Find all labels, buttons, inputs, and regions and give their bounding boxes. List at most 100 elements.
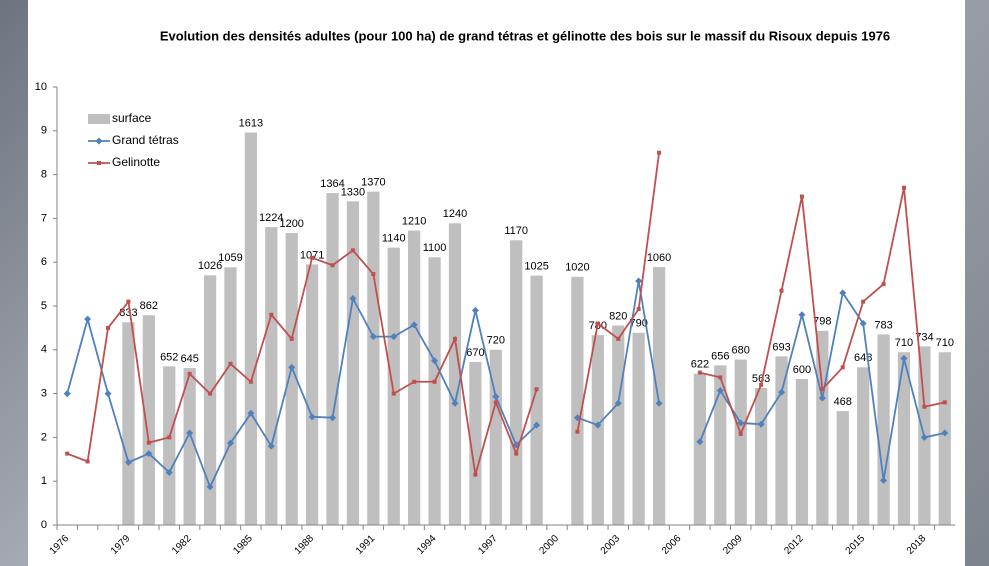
marker (330, 263, 335, 268)
marker (124, 458, 132, 466)
bar-value-label: 468 (834, 396, 852, 408)
marker (616, 336, 621, 341)
marker (471, 306, 479, 314)
bar-value-label: 862 (140, 300, 158, 312)
marker (655, 399, 663, 407)
marker (716, 387, 724, 395)
bar (142, 315, 155, 525)
marker (799, 194, 804, 199)
bar-value-label: 1200 (279, 218, 303, 230)
legend-marker (95, 137, 103, 145)
marker (226, 439, 234, 447)
bar-value-label: 820 (609, 310, 627, 322)
marker (595, 321, 600, 326)
marker (839, 289, 847, 297)
bar-value-label: 563 (752, 373, 770, 385)
marker (473, 472, 478, 477)
bar (693, 373, 707, 525)
marker (289, 336, 294, 341)
bar (489, 349, 502, 525)
marker (922, 404, 927, 409)
bar (285, 233, 298, 525)
bar (469, 361, 482, 525)
bar-value-label: 1071 (300, 249, 324, 261)
marker (533, 421, 541, 429)
bar-value-label: 1370 (361, 177, 385, 189)
marker (310, 255, 315, 260)
marker (248, 379, 253, 384)
bar-value-label: 790 (629, 318, 647, 330)
marker (759, 382, 764, 387)
marker (126, 299, 131, 304)
marker (349, 295, 357, 303)
bar (795, 379, 809, 525)
y-tick-label: 9 (41, 125, 47, 137)
bar (367, 191, 380, 525)
bar-value-label: 1020 (565, 262, 589, 274)
bar (224, 267, 237, 525)
bar (203, 275, 217, 525)
bar-value-label: 1330 (341, 186, 365, 198)
marker (901, 185, 906, 190)
marker (534, 387, 539, 392)
marker (492, 393, 500, 401)
y-tick-label: 1 (41, 475, 47, 487)
bar (387, 247, 400, 525)
marker (696, 438, 704, 446)
chart-title: Evolution des densités adultes (pour 100… (160, 28, 890, 43)
bar (734, 359, 747, 525)
marker (635, 277, 643, 285)
bar-value-label: 710 (936, 337, 954, 349)
bar (897, 352, 911, 525)
marker (737, 419, 745, 427)
marker (798, 311, 806, 319)
bar (857, 367, 870, 525)
marker (451, 399, 459, 407)
marker (757, 420, 765, 428)
bar-value-label: 783 (874, 319, 892, 331)
y-tick-label: 2 (41, 431, 47, 443)
bar (877, 334, 890, 525)
marker (186, 429, 194, 437)
marker (818, 394, 826, 402)
marker (247, 409, 255, 417)
bar-value-label: 645 (180, 353, 198, 365)
marker (63, 390, 71, 398)
marker (941, 429, 949, 437)
marker (167, 435, 172, 440)
line (66, 249, 538, 475)
marker (820, 387, 825, 392)
bar-value-label: 720 (487, 335, 505, 347)
bar (183, 368, 196, 525)
marker (431, 357, 439, 365)
marker (594, 421, 602, 429)
marker (329, 414, 337, 422)
bar-value-label: 1140 (382, 233, 406, 245)
bar-value-label: 1364 (320, 178, 344, 190)
bar (163, 366, 176, 525)
bar-value-label: 1026 (198, 260, 222, 272)
bar (652, 267, 666, 525)
bar-value-label: 1224 (259, 212, 283, 224)
bar-value-label: 833 (119, 307, 137, 319)
marker (880, 476, 888, 484)
marker (738, 431, 743, 436)
bar-value-label: 1613 (239, 117, 263, 129)
legend-swatch (88, 114, 110, 124)
marker (65, 451, 70, 456)
bar (816, 330, 829, 525)
marker (718, 375, 723, 380)
line (66, 295, 538, 490)
bar (346, 201, 360, 525)
marker (206, 483, 214, 491)
marker (493, 400, 498, 405)
marker (636, 307, 641, 312)
bar (244, 132, 258, 525)
marker (920, 433, 928, 441)
marker (267, 442, 275, 450)
legend-label: Grand tétras (112, 133, 179, 147)
marker (390, 333, 398, 341)
bar (612, 325, 625, 525)
marker (778, 388, 786, 396)
